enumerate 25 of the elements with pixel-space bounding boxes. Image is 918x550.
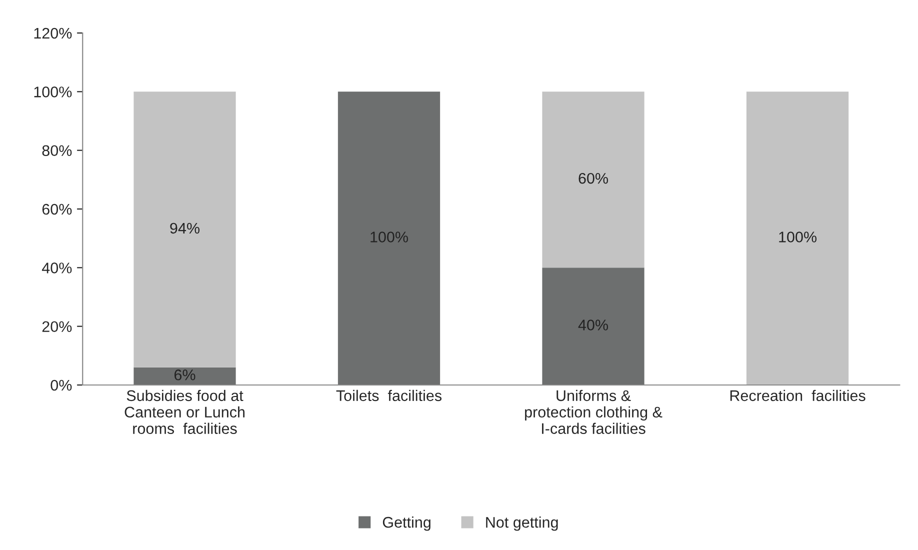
x-tick-label: Toilets facilities <box>336 390 442 402</box>
y-tick-label: 60% <box>42 204 72 215</box>
bar <box>134 367 236 385</box>
bar <box>338 92 440 385</box>
data-label: 100% <box>779 232 817 242</box>
bar <box>542 92 644 268</box>
x-tick-label: Uniforms & protection clothing & I-cards facilities <box>525 390 662 434</box>
y-tick-label: 100% <box>34 86 72 98</box>
bar <box>134 92 236 368</box>
data-label: 6% <box>174 369 196 380</box>
legend-label: Not getting <box>486 516 558 531</box>
y-tick-label: 40% <box>42 262 72 274</box>
y-tick-label: 20% <box>42 321 72 332</box>
x-tick-label: Subsidies food at Canteen or Lunch rooms facilities <box>124 390 244 434</box>
bar <box>746 92 849 385</box>
bar <box>542 268 644 385</box>
legend-label: Getting <box>382 516 430 531</box>
y-tick-label: 0% <box>50 380 72 391</box>
data-label: 60% <box>578 172 608 184</box>
data-label: 40% <box>578 320 608 330</box>
y-tick-label: 80% <box>42 145 72 156</box>
y-tick-label: 120% <box>34 28 72 39</box>
data-label: 94% <box>170 222 200 234</box>
data-label: 100% <box>370 232 408 242</box>
x-tick-label: Recreation facilities <box>730 390 866 402</box>
